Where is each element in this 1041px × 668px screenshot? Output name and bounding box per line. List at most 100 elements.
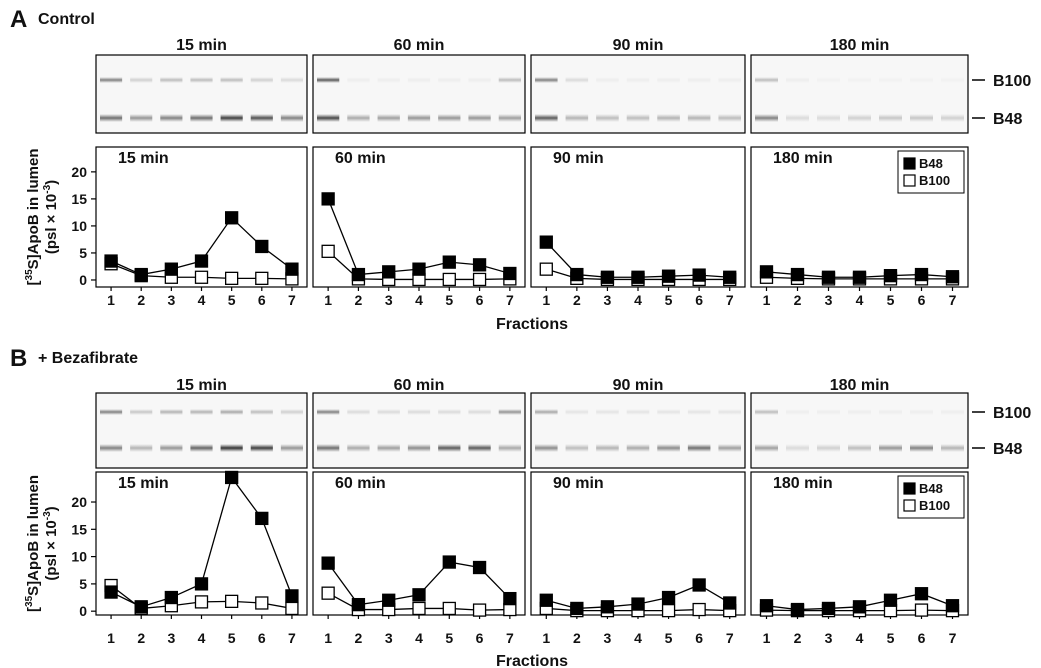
y-axis-label-part: S]ApoB in lumen xyxy=(25,475,42,596)
x-tick-label: 3 xyxy=(604,292,612,308)
marker xyxy=(854,271,866,283)
gel-band xyxy=(786,409,809,415)
gel-frame xyxy=(531,393,745,468)
marker xyxy=(413,589,425,601)
x-tick-label: 5 xyxy=(665,630,673,646)
gel-band xyxy=(251,409,273,415)
marker xyxy=(135,601,147,613)
gel-band xyxy=(317,114,339,122)
x-tick-label: 2 xyxy=(573,292,581,308)
y-tick-label: 0 xyxy=(79,272,87,288)
x-tick-label: 2 xyxy=(573,630,581,646)
x-tick-label: 4 xyxy=(634,630,642,646)
x-tick-label: 4 xyxy=(856,292,864,308)
marker xyxy=(823,602,835,614)
marker xyxy=(504,604,516,616)
legend-swatch xyxy=(904,158,915,169)
x-tick-label: 7 xyxy=(506,292,514,308)
gel-band xyxy=(221,409,243,415)
legend-label: B48 xyxy=(919,481,943,496)
marker xyxy=(352,269,364,281)
gel-band xyxy=(160,409,182,415)
y-axis-label-part: (psl × 10 xyxy=(43,194,60,254)
y-axis-label-part: 35 xyxy=(24,595,35,607)
marker xyxy=(322,245,334,257)
marker xyxy=(226,212,238,224)
marker xyxy=(693,269,705,281)
gel-band xyxy=(566,409,589,415)
y-tick-label: 5 xyxy=(79,245,87,261)
plot-frame xyxy=(531,147,745,287)
marker xyxy=(443,256,455,268)
gel-band xyxy=(718,114,741,122)
x-axis-label: Fractions xyxy=(496,316,568,333)
gel-band xyxy=(817,409,840,415)
gel-band xyxy=(817,444,840,452)
y-axis-label-part: ) xyxy=(43,180,60,185)
gel-band xyxy=(535,77,558,83)
legend-label: B48 xyxy=(919,156,943,171)
gel-time-label: 15 min xyxy=(176,37,227,54)
gel-band xyxy=(755,77,778,83)
gel-band xyxy=(848,409,871,415)
gel-band xyxy=(130,444,152,452)
gel-band xyxy=(786,444,809,452)
y-axis-label: (psl × 10-3) xyxy=(42,180,60,254)
chart-title: 60 min xyxy=(335,150,386,167)
y-axis-label: [35S]ApoB in lumen xyxy=(24,475,42,612)
gel-time-label: 180 min xyxy=(830,377,890,394)
gel-band xyxy=(941,409,964,415)
gel-band xyxy=(657,114,680,122)
x-tick-label: 1 xyxy=(763,292,771,308)
marker xyxy=(504,593,516,605)
marker xyxy=(256,597,268,609)
x-tick-label: 1 xyxy=(542,630,550,646)
x-tick-label: 6 xyxy=(476,292,484,308)
gel-band xyxy=(130,77,152,83)
gel-band xyxy=(221,114,243,122)
marker xyxy=(196,578,208,590)
x-tick-label: 6 xyxy=(258,630,266,646)
x-tick-label: 6 xyxy=(695,292,703,308)
x-tick-label: 7 xyxy=(726,292,734,308)
y-axis-label: (psl × 10-3) xyxy=(42,506,60,580)
x-tick-label: 2 xyxy=(355,292,363,308)
gel-band xyxy=(657,409,680,415)
x-tick-label: 2 xyxy=(137,292,145,308)
gel-band xyxy=(408,77,430,83)
gel-band xyxy=(100,409,122,415)
gel-band xyxy=(499,114,521,122)
gel-band xyxy=(535,114,558,122)
chart-title: 15 min xyxy=(118,150,169,167)
gel-band xyxy=(910,409,933,415)
x-axis-label: Fractions xyxy=(496,653,568,668)
gel-time-label: 90 min xyxy=(613,377,664,394)
band-label: B48 xyxy=(993,111,1022,128)
gel-band xyxy=(251,114,273,122)
gel-band xyxy=(786,114,809,122)
gel-band xyxy=(879,409,902,415)
x-tick-label: 1 xyxy=(763,630,771,646)
marker xyxy=(443,602,455,614)
x-tick-label: 1 xyxy=(107,630,115,646)
gel-band xyxy=(347,114,369,122)
gel-time-label: 90 min xyxy=(613,37,664,54)
panel-condition: Control xyxy=(38,11,95,28)
gel-band xyxy=(848,77,871,83)
gel-band xyxy=(221,444,243,452)
marker xyxy=(761,600,773,612)
gel-band xyxy=(408,114,430,122)
gel-band xyxy=(347,444,369,452)
plot-frame xyxy=(96,472,307,615)
gel-band xyxy=(160,114,182,122)
marker xyxy=(540,594,552,606)
gel-band xyxy=(786,77,809,83)
gel-band xyxy=(438,114,460,122)
gel-band xyxy=(627,444,650,452)
gel-band xyxy=(718,409,741,415)
chart-title: 90 min xyxy=(553,475,604,492)
x-tick-label: 4 xyxy=(198,630,206,646)
gel-band xyxy=(378,409,400,415)
gel-band xyxy=(190,77,212,83)
marker xyxy=(352,599,364,611)
